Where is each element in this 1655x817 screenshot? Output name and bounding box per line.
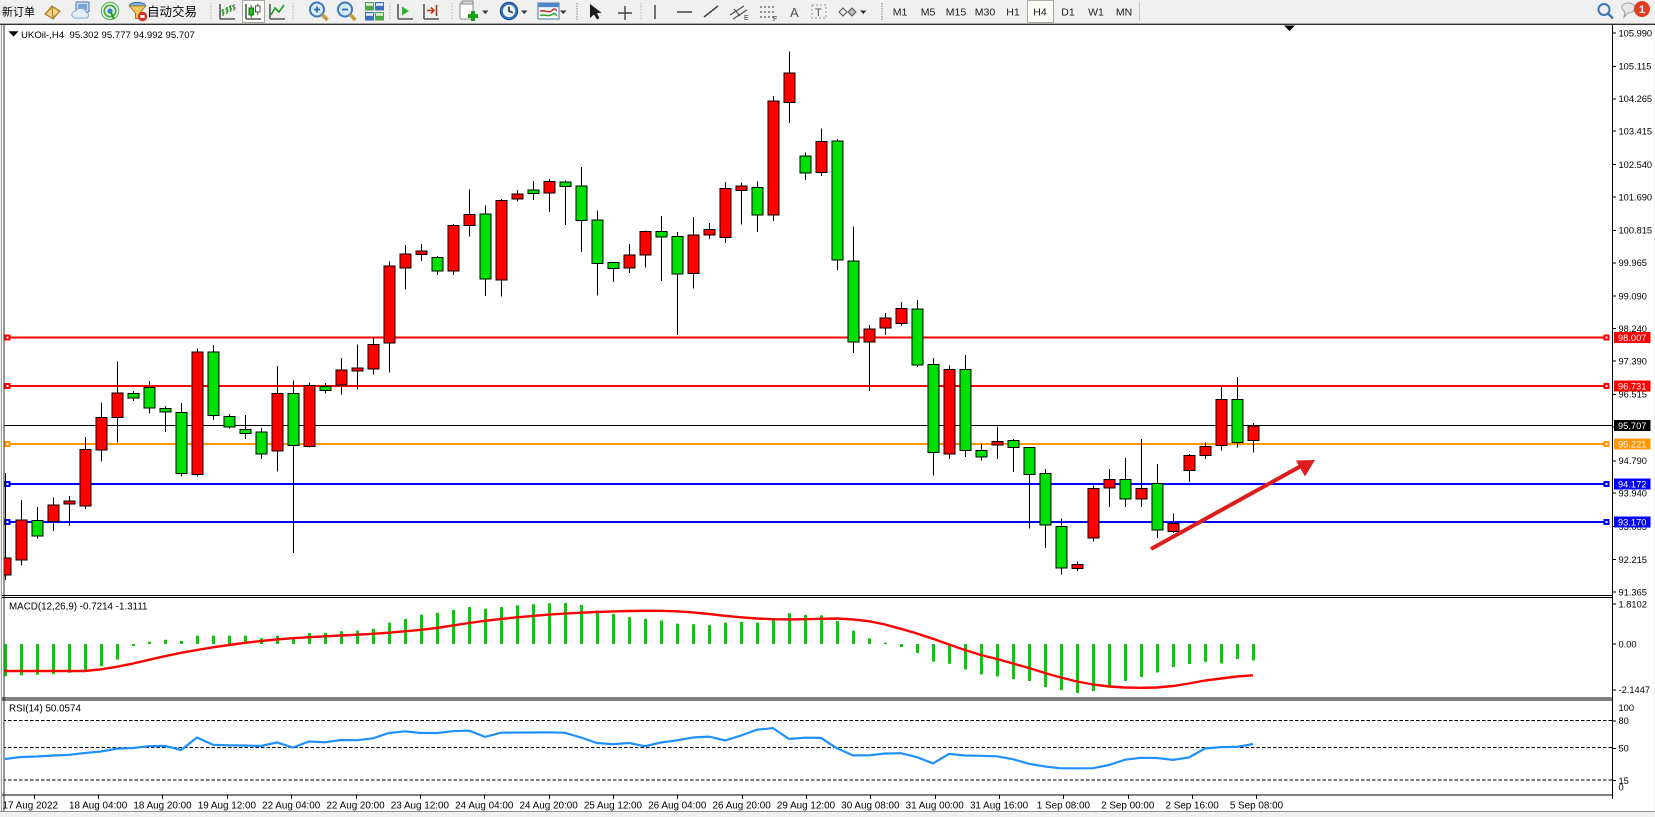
svg-text:1.8102: 1.8102 [1619, 599, 1647, 609]
svg-text:23 Aug 12:00: 23 Aug 12:00 [391, 801, 450, 812]
svg-text:1 Sep 08:00: 1 Sep 08:00 [1037, 801, 1091, 812]
svg-text:31 Aug 16:00: 31 Aug 16:00 [970, 801, 1029, 812]
svg-text:99.965: 99.965 [1619, 258, 1647, 268]
svg-text:25 Aug 12:00: 25 Aug 12:00 [584, 801, 643, 812]
svg-text:M1: M1 [893, 7, 908, 19]
svg-text:T: T [815, 7, 822, 19]
svg-text:2 Sep 16:00: 2 Sep 16:00 [1165, 801, 1219, 812]
svg-text:31 Aug 00:00: 31 Aug 00:00 [906, 801, 965, 812]
svg-text:18 Aug 20:00: 18 Aug 20:00 [133, 801, 192, 812]
svg-text:80: 80 [1619, 716, 1629, 726]
svg-text:5 Sep 08:00: 5 Sep 08:00 [1230, 801, 1284, 812]
svg-text:MACD(12,26,9) -0.7214 -1.3111: MACD(12,26,9) -0.7214 -1.3111 [9, 602, 148, 613]
svg-text:102.540: 102.540 [1619, 160, 1653, 170]
svg-text:17 Aug 2022: 17 Aug 2022 [3, 801, 58, 812]
svg-text:22 Aug 20:00: 22 Aug 20:00 [326, 801, 385, 812]
svg-text:A: A [790, 5, 799, 20]
svg-text:H4: H4 [1033, 7, 1047, 19]
svg-text:自动交易: 自动交易 [147, 4, 197, 19]
svg-text:1: 1 [1639, 4, 1645, 16]
svg-text:RSI(14) 50.0574: RSI(14) 50.0574 [9, 704, 81, 715]
svg-text:98.240: 98.240 [1619, 324, 1647, 334]
svg-text:100: 100 [1619, 703, 1635, 713]
svg-text:93.940: 93.940 [1619, 489, 1647, 499]
svg-text:-2.1447: -2.1447 [1619, 685, 1651, 695]
svg-text:95.707: 95.707 [1618, 421, 1646, 431]
svg-text:29 Aug 12:00: 29 Aug 12:00 [777, 801, 836, 812]
svg-text:95.221: 95.221 [1618, 439, 1646, 449]
svg-text:0.00: 0.00 [1619, 640, 1637, 650]
svg-text:W1: W1 [1088, 7, 1104, 19]
svg-text:100.815: 100.815 [1619, 226, 1653, 236]
svg-text:30 Aug 08:00: 30 Aug 08:00 [841, 801, 900, 812]
svg-text:26 Aug 04:00: 26 Aug 04:00 [648, 801, 707, 812]
svg-text:96.515: 96.515 [1619, 390, 1647, 400]
svg-text:91.365: 91.365 [1619, 587, 1647, 597]
svg-text:92.215: 92.215 [1619, 555, 1647, 565]
svg-text:2 Sep 00:00: 2 Sep 00:00 [1101, 801, 1155, 812]
svg-text:M15: M15 [946, 7, 967, 19]
svg-text:103.415: 103.415 [1619, 127, 1653, 137]
svg-text:UKOil-,H4 95.302 95.777 94.99: UKOil-,H4 95.302 95.777 94.992 95.707 [21, 30, 195, 41]
svg-text:105.990: 105.990 [1619, 28, 1653, 38]
svg-text:99.090: 99.090 [1619, 292, 1647, 302]
svg-text:18 Aug 04:00: 18 Aug 04:00 [69, 801, 128, 812]
svg-text:96.731: 96.731 [1618, 381, 1646, 391]
svg-text:M5: M5 [921, 7, 936, 19]
svg-text:98.007: 98.007 [1618, 333, 1646, 343]
svg-text:22 Aug 04:00: 22 Aug 04:00 [262, 801, 321, 812]
svg-text:15: 15 [1619, 776, 1629, 786]
svg-text:26 Aug 20:00: 26 Aug 20:00 [713, 801, 772, 812]
svg-text:E: E [744, 15, 749, 22]
svg-text:93.170: 93.170 [1618, 517, 1646, 527]
svg-text:D1: D1 [1061, 7, 1075, 19]
svg-text:0: 0 [1619, 783, 1624, 793]
svg-text:94.172: 94.172 [1618, 479, 1646, 489]
svg-text:94.790: 94.790 [1619, 456, 1647, 466]
svg-text:101.690: 101.690 [1619, 192, 1653, 202]
svg-text:50: 50 [1619, 744, 1629, 754]
svg-text:H1: H1 [1006, 7, 1020, 19]
svg-text:24 Aug 20:00: 24 Aug 20:00 [519, 801, 578, 812]
svg-text:19 Aug 12:00: 19 Aug 12:00 [198, 801, 257, 812]
svg-text:105.115: 105.115 [1619, 62, 1652, 72]
svg-text:97.390: 97.390 [1619, 356, 1647, 366]
svg-text:MN: MN [1116, 7, 1132, 19]
svg-text:F: F [773, 16, 777, 23]
svg-text:24 Aug 04:00: 24 Aug 04:00 [455, 801, 514, 812]
svg-text:新订单: 新订单 [2, 5, 35, 19]
svg-text:104.265: 104.265 [1619, 94, 1653, 104]
svg-text:M30: M30 [975, 7, 996, 19]
